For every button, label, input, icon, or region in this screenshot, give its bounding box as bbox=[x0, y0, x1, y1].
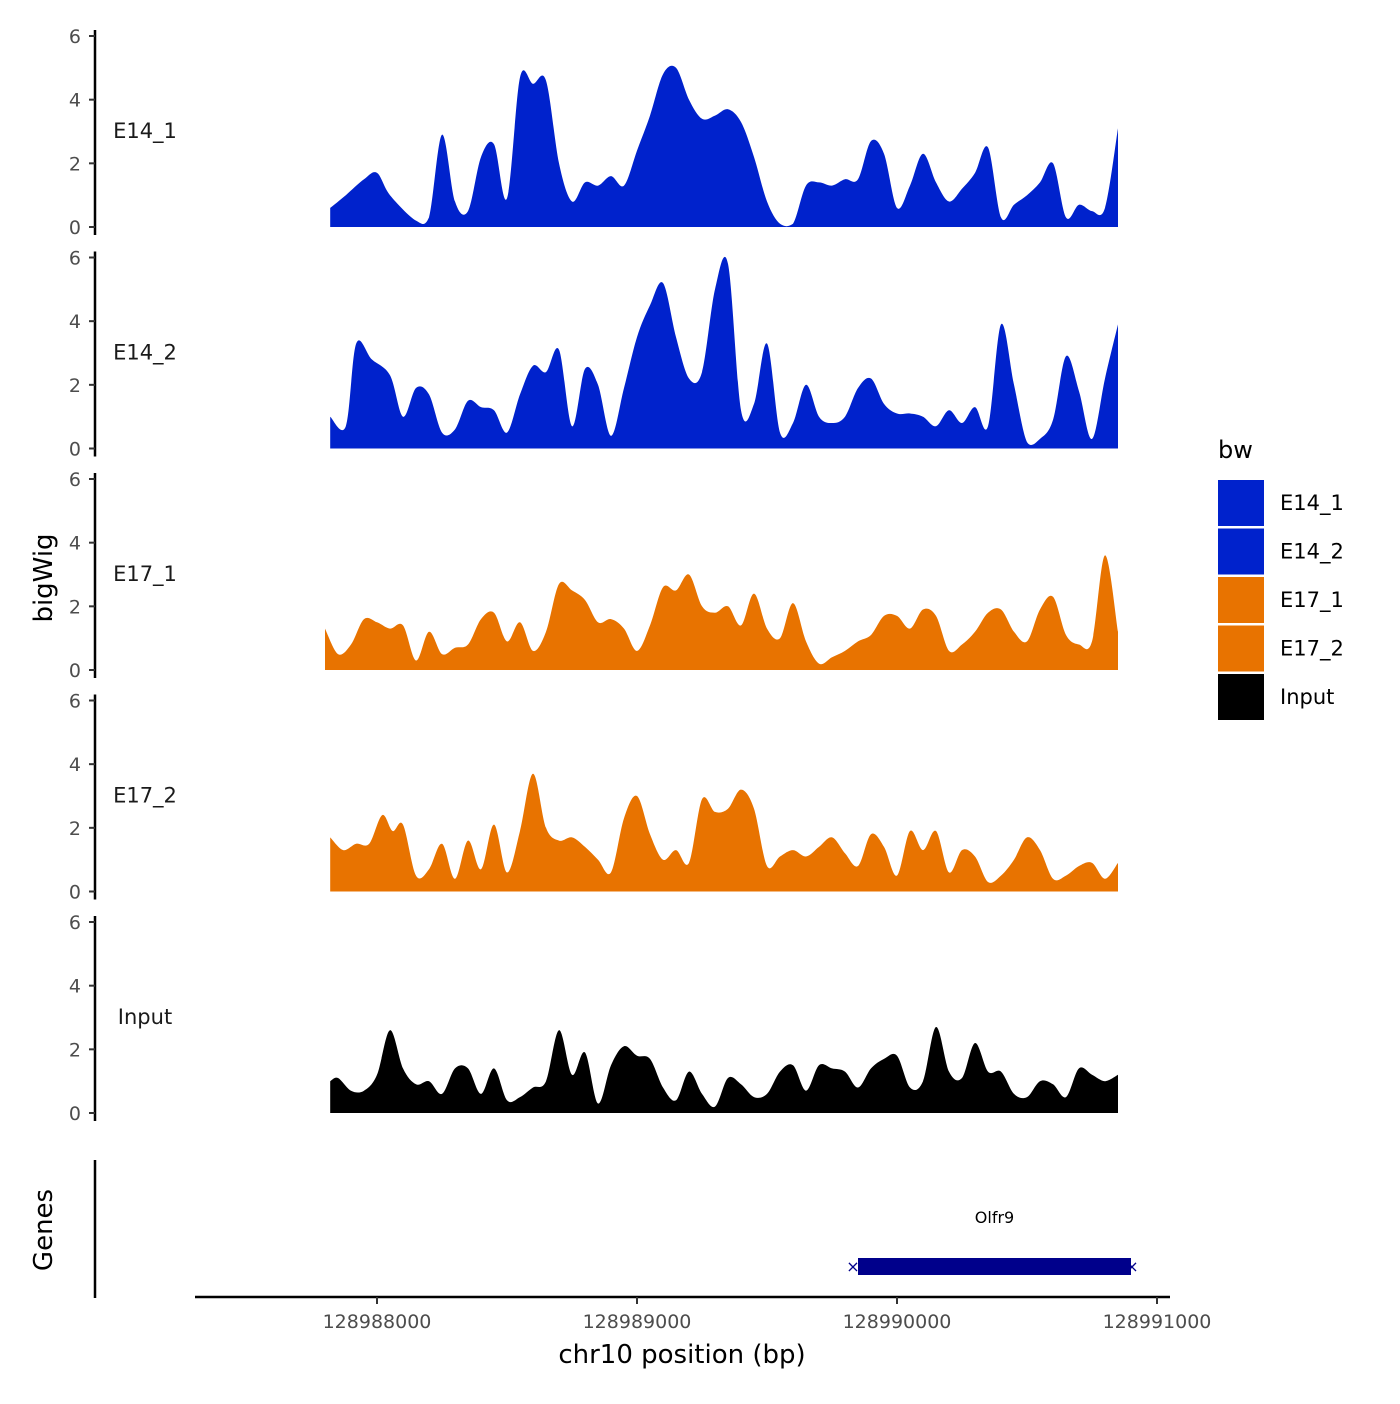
y-tick-label: 6 bbox=[69, 248, 81, 270]
track-label: E14_1 bbox=[113, 119, 177, 144]
area-series-E17_1 bbox=[325, 555, 1118, 670]
track-E17_2: 0 2 4 6 E17_2 bbox=[69, 691, 1118, 904]
track-E14_1: 0 2 4 6 E14_1 bbox=[69, 26, 1118, 239]
y-tick-label: 4 bbox=[69, 976, 81, 998]
area-series-E14_2 bbox=[330, 256, 1118, 449]
genes-axis-title: Genes bbox=[29, 1189, 59, 1271]
y-tick-label: 6 bbox=[69, 469, 81, 491]
y-tick-label: 4 bbox=[69, 90, 81, 112]
area-series-E17_2 bbox=[330, 773, 1118, 892]
legend-title: bw bbox=[1218, 436, 1253, 464]
y-tick-label: 0 bbox=[69, 439, 81, 461]
legend: bw E14_1 E14_2 E17_1 E17_2 Input bbox=[1218, 436, 1344, 720]
track-label: E17_2 bbox=[113, 784, 177, 809]
track-E17_1: 0 2 4 6 E17_1 bbox=[69, 469, 1118, 682]
y-tick-label: 2 bbox=[69, 596, 81, 618]
legend-label: E17_1 bbox=[1280, 588, 1344, 613]
x-tick-label: 128990000 bbox=[843, 1311, 952, 1333]
y-tick-label: 2 bbox=[69, 153, 81, 175]
area-series-E14_1 bbox=[330, 65, 1118, 228]
y-tick-label: 2 bbox=[69, 818, 81, 840]
x-axis: 128988000 128989000 128990000 128991000 bbox=[195, 1295, 1212, 1333]
legend-label: E14_1 bbox=[1280, 491, 1344, 516]
x-axis-title: chr10 position (bp) bbox=[558, 1340, 805, 1370]
y-axis-title: bigWig bbox=[29, 533, 59, 622]
track-Input: 0 2 4 6 Input bbox=[69, 912, 1118, 1125]
legend-swatch-Input bbox=[1218, 674, 1264, 720]
track-panels: 0 2 4 6 E14_1 0 2 4 6 E14_2 0 2 4 6 E17_1 0 2 4 6 E17_2 0 2 4 6… bbox=[69, 26, 1118, 1125]
area-series-Input bbox=[330, 1026, 1118, 1113]
x-tick-label: 128989000 bbox=[583, 1311, 692, 1333]
y-tick-label: 0 bbox=[69, 882, 81, 904]
legend-swatch-E14_1 bbox=[1218, 480, 1264, 526]
x-tick-label: 128991000 bbox=[1103, 1311, 1212, 1333]
y-tick-label: 2 bbox=[69, 1039, 81, 1061]
legend-swatch-E17_2 bbox=[1218, 625, 1264, 672]
track-label: E14_2 bbox=[113, 341, 177, 366]
gene-label: Olfr9 bbox=[975, 1208, 1014, 1227]
track-label: Input bbox=[118, 1005, 172, 1029]
y-tick-label: 6 bbox=[69, 691, 81, 713]
track-label: E17_1 bbox=[113, 562, 177, 587]
y-tick-label: 0 bbox=[69, 217, 81, 239]
legend-label: E14_2 bbox=[1280, 540, 1344, 565]
genes-panel: × × Olfr9 bbox=[93, 1160, 1139, 1298]
legend-swatch-E17_1 bbox=[1218, 577, 1264, 623]
x-tick-label: 128988000 bbox=[323, 1311, 432, 1333]
y-tick-label: 4 bbox=[69, 311, 81, 333]
track-E14_2: 0 2 4 6 E14_2 bbox=[69, 248, 1118, 461]
legend-swatch-E14_2 bbox=[1218, 528, 1264, 575]
y-tick-label: 2 bbox=[69, 375, 81, 397]
y-tick-label: 4 bbox=[69, 533, 81, 555]
legend-label: Input bbox=[1280, 685, 1334, 709]
gene-body-Olfr9 bbox=[858, 1258, 1131, 1275]
legend-label: E17_2 bbox=[1280, 637, 1344, 662]
gene-strand-mark: × bbox=[846, 1257, 859, 1276]
y-tick-label: 6 bbox=[69, 912, 81, 934]
y-tick-label: 4 bbox=[69, 754, 81, 776]
y-tick-label: 0 bbox=[69, 660, 81, 682]
y-tick-label: 0 bbox=[69, 1103, 81, 1125]
gene-strand-mark: × bbox=[1125, 1257, 1138, 1276]
y-tick-label: 6 bbox=[69, 26, 81, 48]
